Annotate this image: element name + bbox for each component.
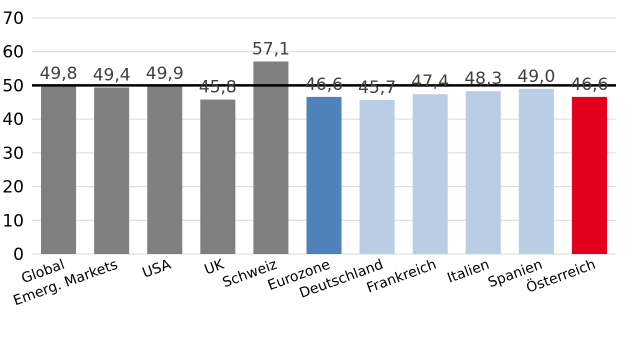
bar: [147, 85, 183, 254]
data-label: 48,3: [464, 69, 502, 89]
y-tick-label: 40: [2, 110, 24, 130]
data-label: 49,8: [40, 64, 78, 84]
y-tick-label: 20: [2, 178, 24, 198]
bar: [94, 87, 130, 254]
data-label: 49,4: [93, 65, 131, 85]
bar: [200, 99, 236, 255]
data-label: 57,1: [252, 39, 290, 59]
y-tick-label: 0: [13, 245, 24, 265]
bar: [412, 94, 448, 255]
x-tick-label: USA: [140, 257, 173, 282]
data-label: 46,6: [305, 75, 343, 95]
value-labels: 49,8 49,4 49,9 45,8 57,1 46,6 45,7 47,4 48,3 49,0…: [40, 39, 609, 97]
data-label: 49,9: [146, 64, 184, 84]
bar: [571, 96, 607, 255]
x-tick-label: UK: [202, 256, 226, 278]
y-tick-label: 10: [2, 211, 24, 231]
bar: [253, 61, 289, 255]
bar: [465, 91, 501, 254]
y-tick-label: 60: [2, 43, 24, 63]
data-label: 45,7: [358, 78, 396, 98]
data-label: 47,4: [411, 72, 449, 92]
data-label: 45,8: [199, 78, 237, 98]
data-label: 46,6: [571, 75, 609, 95]
y-tick-label: 70: [2, 9, 24, 29]
bar: [518, 88, 554, 254]
y-tick-label: 30: [2, 144, 24, 164]
bar: [41, 86, 77, 254]
x-tick-label: Italien: [445, 257, 491, 287]
y-axis: 0 10 20 30 40 50 60 70: [2, 9, 616, 265]
bars: [41, 61, 607, 255]
data-label: 49,0: [517, 67, 555, 87]
y-tick-label: 50: [2, 76, 24, 96]
bar: [359, 99, 395, 254]
bar: [306, 96, 342, 255]
